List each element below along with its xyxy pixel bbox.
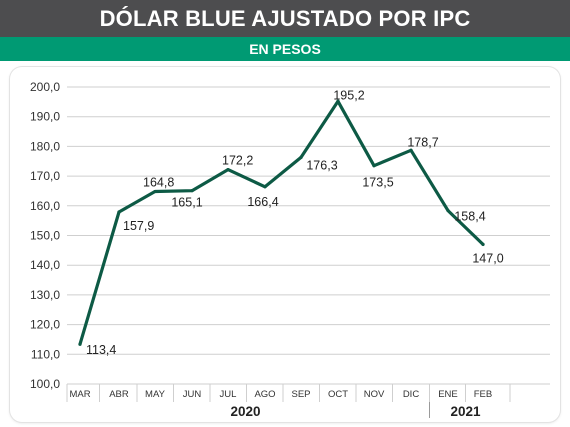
y-tick-label: 190,0 [30, 110, 60, 124]
x-tick-label: JUN [183, 389, 202, 400]
chart-card: 100,0 110,0 120,0 130,0 140,0 150,0 160,0 170,0… [10, 67, 560, 422]
data-point [190, 189, 194, 193]
data-point [299, 155, 303, 159]
data-label: 195,2 [333, 88, 364, 102]
x-tick-label: MAR [69, 389, 90, 400]
series-line [78, 99, 485, 346]
y-tick-label: 170,0 [30, 169, 60, 183]
data-point [153, 189, 157, 194]
y-tick-label: 100,0 [30, 377, 60, 391]
line-chart: 100,0 110,0 120,0 130,0 140,0 150,0 160,0 170,0… [30, 80, 550, 419]
year-label: 2020 [230, 404, 260, 419]
chart-title: DÓLAR BLUE AJUSTADO POR IPC [99, 6, 471, 31]
data-label: 178,7 [407, 135, 438, 149]
x-tick-label: ABR [109, 389, 129, 400]
subtitle-bar: EN PESOS [0, 37, 570, 61]
data-label: 157,9 [123, 219, 154, 233]
data-label: 172,2 [222, 154, 253, 168]
x-tick-label: AGO [254, 389, 275, 400]
y-tick-label: 200,0 [30, 80, 60, 94]
y-tick-label: 130,0 [30, 288, 60, 302]
chart-subtitle: EN PESOS [249, 41, 321, 57]
x-tick-label: MAY [145, 389, 166, 400]
data-point [78, 342, 82, 346]
data-label: 147,0 [472, 251, 503, 265]
x-tick-label: ENE [438, 389, 458, 400]
x-tick-label: JUL [220, 389, 237, 400]
data-point [263, 185, 267, 189]
data-point [446, 208, 450, 213]
y-tick-label: 160,0 [30, 199, 60, 213]
x-tick-label: DIC [403, 389, 420, 400]
data-point [372, 164, 376, 168]
data-label: 173,5 [362, 176, 393, 190]
x-tick-label: OCT [328, 389, 348, 400]
x-tick-label: SEP [291, 389, 310, 400]
data-point [409, 148, 413, 152]
data-point [117, 210, 121, 214]
y-tick-label: 140,0 [30, 258, 60, 272]
data-label: 113,4 [86, 343, 116, 357]
y-tick-label: 110,0 [31, 347, 60, 361]
y-tick-label: 120,0 [30, 318, 60, 332]
y-tick-label: 150,0 [30, 229, 60, 243]
data-label: 164,8 [143, 176, 174, 190]
y-tick-label: 180,0 [30, 139, 60, 153]
data-point [481, 242, 485, 247]
data-label: 166,4 [247, 195, 278, 209]
x-tick-label: FEB [474, 389, 492, 400]
data-point [226, 167, 230, 172]
year-label: 2021 [450, 404, 481, 419]
data-label: 165,1 [171, 196, 202, 210]
x-tick-label: NOV [364, 389, 385, 400]
data-point [336, 99, 340, 103]
data-label: 176,3 [306, 158, 337, 172]
title-bar: DÓLAR BLUE AJUSTADO POR IPC [0, 0, 570, 37]
data-label: 158,4 [454, 210, 485, 224]
